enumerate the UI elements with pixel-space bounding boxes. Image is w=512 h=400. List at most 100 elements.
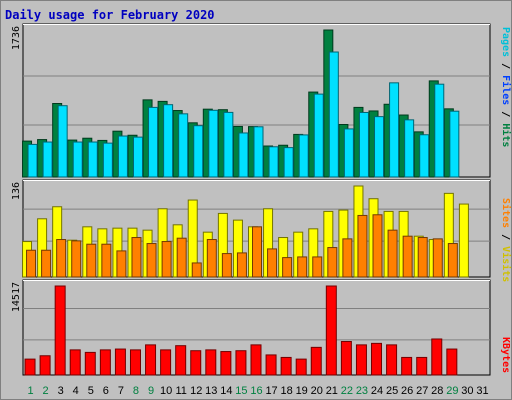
panel-kbytes: 14517 (11, 279, 491, 376)
x-tick-label: 15 (235, 385, 247, 397)
bar-kbytes (114, 348, 126, 376)
x-tick-label: 26 (401, 385, 413, 397)
bar-sites (206, 239, 217, 278)
bar-kbytes (24, 358, 36, 376)
bar-kbytes (325, 285, 337, 376)
bar-kbytes (160, 349, 172, 376)
legend-part: / (500, 228, 511, 246)
bar-kbytes (295, 358, 307, 376)
legend-hits-files-pages: Pages / Files / Hits (500, 27, 512, 147)
panel-visits-sites: 136 (11, 179, 491, 278)
bar-pages (343, 128, 354, 178)
bar-pages (102, 142, 113, 178)
bar-pages (328, 51, 339, 178)
bar-sites (297, 256, 308, 278)
bar-pages (313, 93, 324, 178)
x-tick-label: 10 (160, 385, 172, 397)
bar-sites (191, 262, 202, 278)
x-tick-label: 11 (175, 385, 186, 397)
bar-sites (267, 248, 278, 278)
bar-pages (404, 119, 415, 178)
bar-kbytes (129, 349, 141, 376)
bar-sites (161, 241, 172, 278)
bar-visits (458, 203, 469, 278)
bar-kbytes (84, 351, 96, 376)
bar-kbytes (340, 341, 352, 376)
bar-kbytes (175, 345, 187, 376)
bar-pages (178, 113, 189, 178)
bar-pages (132, 136, 143, 178)
y-max-label: 1736 (11, 26, 22, 50)
legend-part: / (500, 105, 511, 123)
bar-sites (41, 249, 52, 278)
x-tick-label: 1 (27, 385, 33, 397)
bar-pages (193, 125, 204, 178)
bar-pages (419, 134, 430, 178)
bar-kbytes (205, 349, 217, 376)
bar-kbytes (446, 348, 458, 376)
bar-sites (432, 238, 443, 278)
chart-title: Daily usage for February 2020 (5, 8, 215, 22)
bar-pages (148, 106, 159, 178)
bar-pages (223, 111, 234, 178)
x-tick-label: 6 (103, 385, 109, 397)
bar-sites (26, 249, 37, 278)
bar-pages (268, 146, 279, 178)
bar-kbytes (431, 338, 443, 376)
legend: Pages / Files / Hits Sites / Visits KBytes (500, 27, 512, 373)
x-tick-label: 23 (356, 385, 368, 397)
bar-pages (298, 134, 309, 178)
bar-pages (27, 143, 38, 178)
x-tick-label: 24 (371, 385, 383, 397)
legend-part: Files (500, 75, 512, 105)
bar-sites (146, 243, 157, 278)
bar-kbytes (416, 356, 428, 376)
bar-kbytes (401, 356, 413, 376)
x-tick-label: 28 (431, 385, 443, 397)
x-tick-label: 7 (118, 385, 124, 397)
x-tick-label: 3 (58, 385, 64, 397)
x-tick-label: 21 (326, 385, 338, 397)
bar-pages (283, 147, 294, 178)
bar-sites (56, 239, 67, 278)
legend-part: Pages (500, 27, 511, 57)
bar-sites (221, 253, 232, 278)
x-tick-label: 8 (133, 385, 139, 397)
bar-kbytes (371, 342, 383, 376)
x-tick-label: 25 (386, 385, 398, 397)
bar-sites (176, 237, 187, 278)
x-tick-label: 27 (416, 385, 428, 397)
bar-pages (117, 135, 128, 178)
x-tick-label: 4 (73, 385, 79, 397)
legend-kbytes: KBytes (500, 337, 511, 373)
bar-kbytes (145, 344, 157, 376)
bar-pages (57, 105, 68, 178)
bar-sites (402, 235, 413, 278)
legend-part: Hits (500, 123, 512, 147)
legend-part: Visits (500, 246, 512, 282)
bar-sites (252, 226, 262, 278)
x-tick-label: 19 (296, 385, 308, 397)
bar-sites (312, 256, 323, 278)
x-tick-label: 13 (205, 385, 217, 397)
panel-hits-files-pages: 1736 (11, 23, 491, 178)
bar-kbytes (355, 344, 367, 376)
bar-pages (72, 141, 83, 178)
bar-pages (434, 83, 445, 178)
y-max-label: 136 (11, 182, 22, 200)
x-tick-label: 29 (446, 385, 458, 397)
legend-part: / (500, 57, 511, 75)
legend-visits-sites: Sites / Visits (500, 198, 512, 282)
bar-sites (282, 257, 293, 278)
bar-sites (417, 237, 428, 278)
bar-kbytes (39, 355, 51, 376)
bar-sites (131, 237, 142, 278)
bar-kbytes (310, 346, 322, 376)
bar-sites (101, 243, 112, 278)
bar-kbytes (54, 285, 66, 376)
bar-pages (163, 104, 174, 178)
bar-kbytes (280, 356, 292, 376)
bar-sites (372, 214, 383, 278)
bar-pages (87, 141, 98, 178)
